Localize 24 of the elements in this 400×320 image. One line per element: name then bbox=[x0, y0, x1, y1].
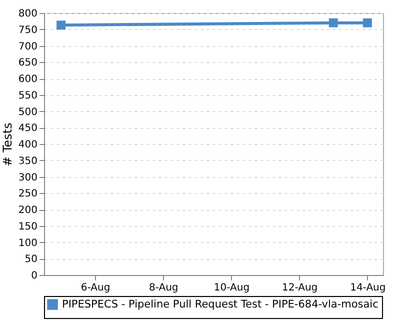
y-tick-label: 750 bbox=[18, 24, 38, 36]
x-tick-label: 12-Aug bbox=[282, 282, 318, 294]
x-tick-label: 6-Aug bbox=[80, 282, 110, 294]
y-tick-label: 250 bbox=[18, 188, 38, 200]
y-tick-label: 650 bbox=[18, 58, 38, 69]
x-tick-label: 10-Aug bbox=[214, 282, 250, 294]
x-tick-label: 14-Aug bbox=[350, 282, 386, 294]
y-tick-label: 200 bbox=[18, 205, 38, 216]
y-tick-label: 500 bbox=[18, 106, 38, 118]
y-tick-label: 0 bbox=[31, 270, 38, 282]
x-tick-label: 8-Aug bbox=[149, 282, 178, 294]
y-tick-label: 400 bbox=[18, 140, 38, 150]
y-tick-label: 600 bbox=[18, 74, 38, 85]
y-tick-label: 550 bbox=[18, 90, 38, 102]
y-tick-label: 50 bbox=[24, 254, 38, 266]
y-tick-label: 300 bbox=[18, 172, 38, 184]
legend-label: PIPESPECS - Pipeline Pull Request Test - PIPE-684-vla-mosaic bbox=[62, 298, 379, 310]
y-tick-label: 150 bbox=[18, 221, 38, 232]
y-axis-title: # Tests bbox=[0, 122, 14, 166]
y-tick-label: 800 bbox=[18, 8, 38, 20]
y-tick-label: 450 bbox=[18, 123, 38, 134]
y-tick-label: 700 bbox=[18, 41, 38, 52]
y-tick-label: 100 bbox=[18, 238, 38, 249]
y-tick-label: 350 bbox=[18, 156, 38, 167]
